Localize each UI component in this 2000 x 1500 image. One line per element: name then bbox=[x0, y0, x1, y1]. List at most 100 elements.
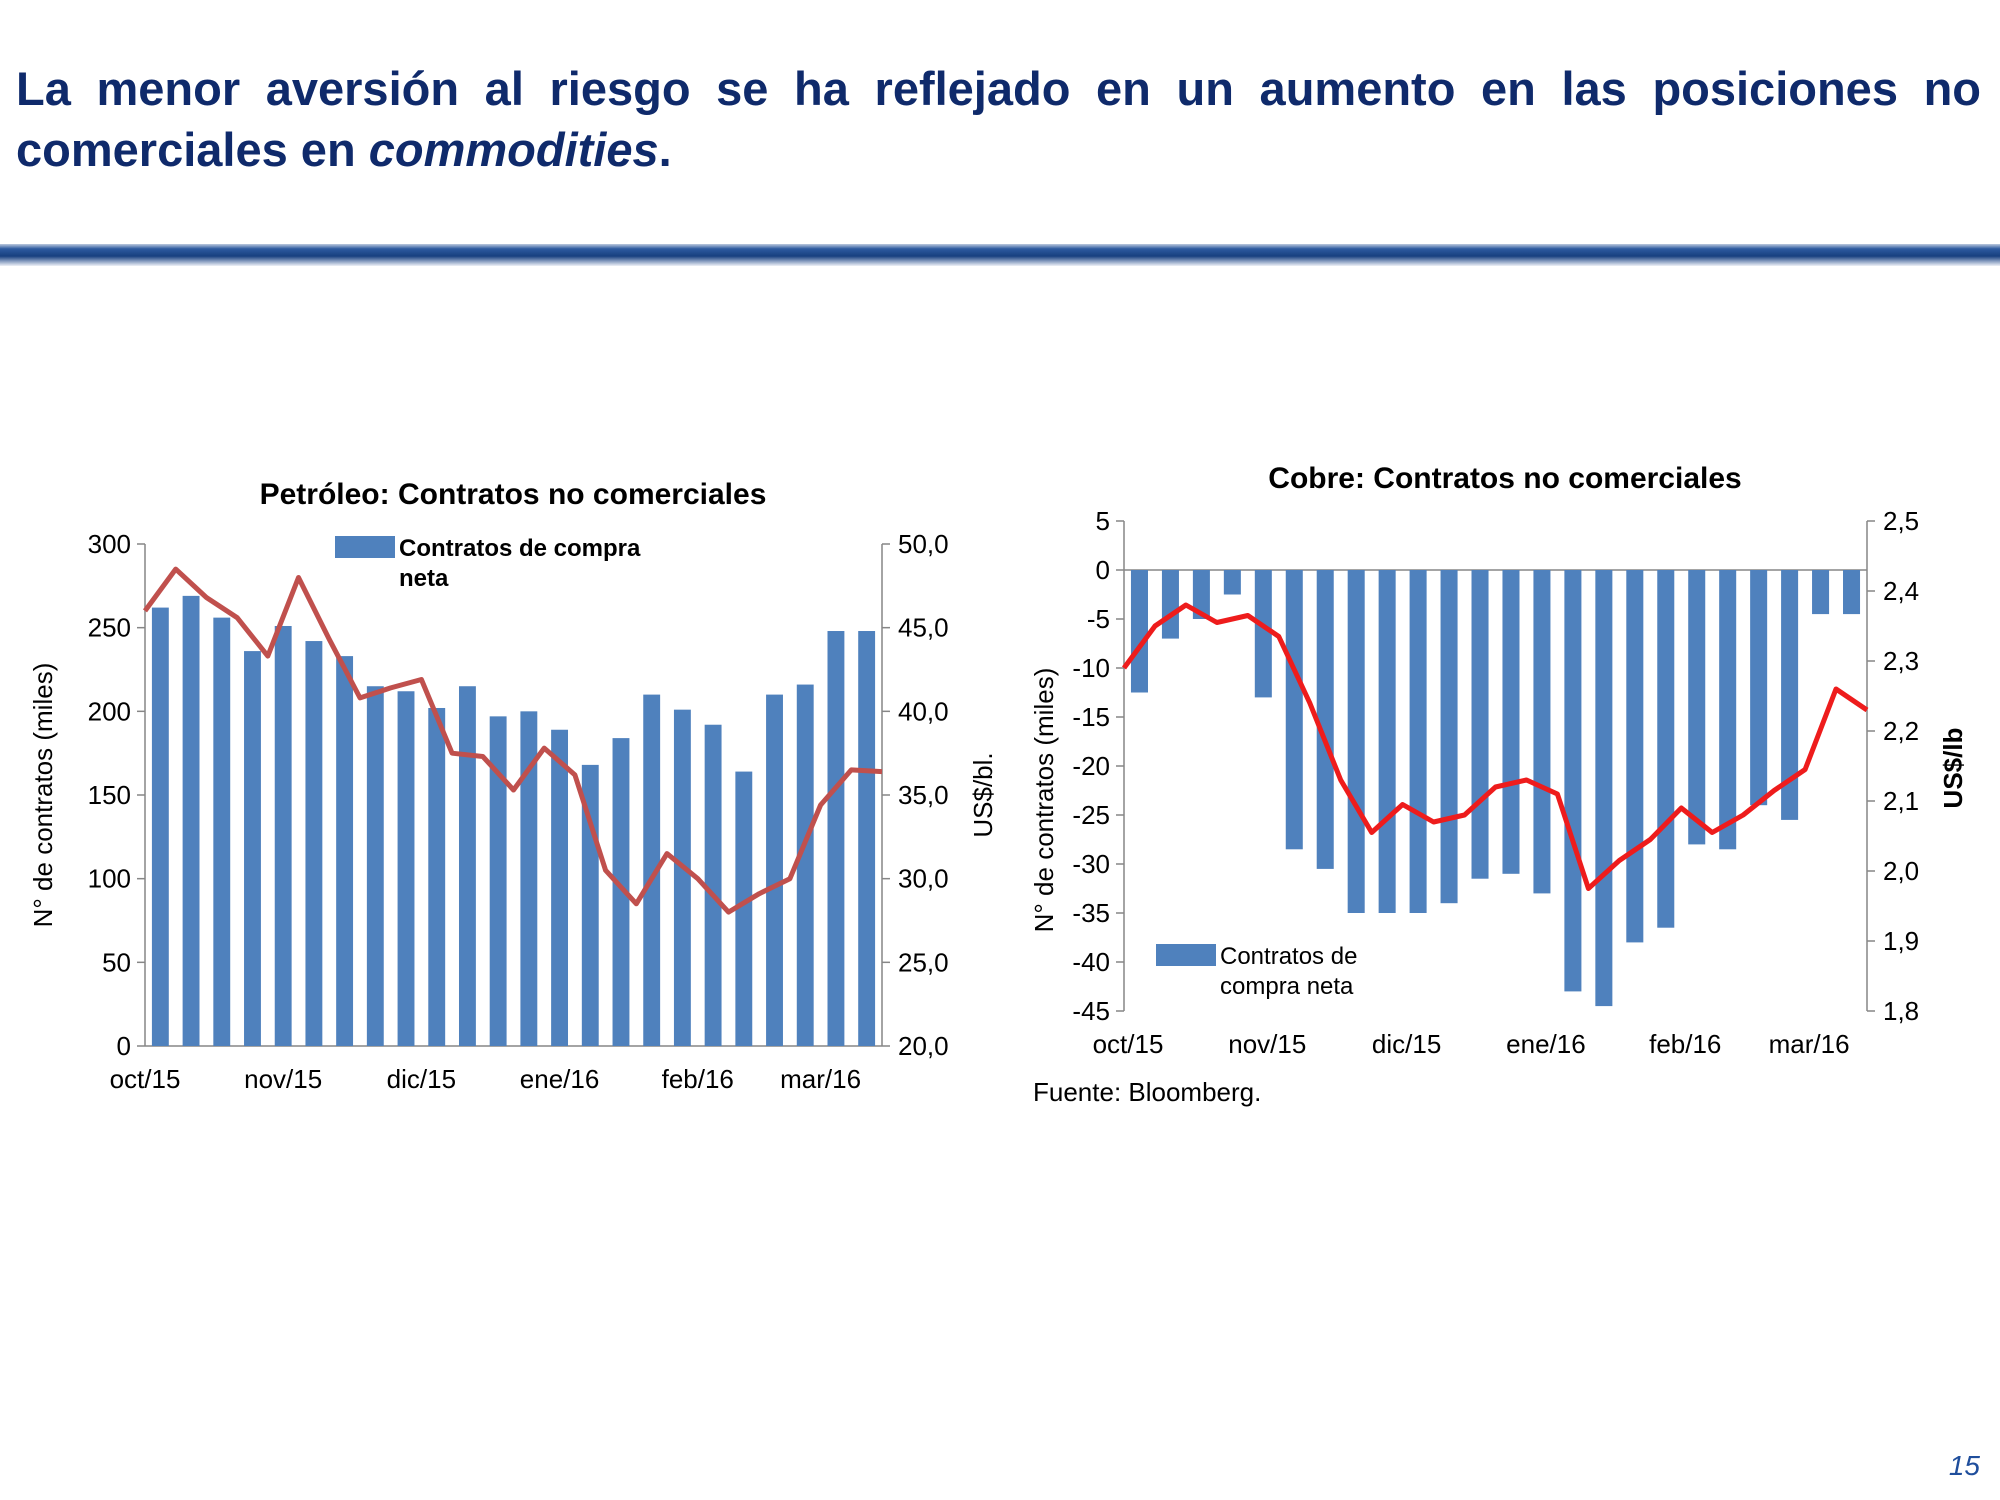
y-tick-label: -30 bbox=[1072, 849, 1110, 879]
bar bbox=[1688, 570, 1706, 845]
y2-tick-label: 20,0 bbox=[898, 1031, 949, 1061]
legend-label: Contratos de compra bbox=[399, 535, 641, 562]
bar bbox=[735, 771, 753, 1046]
page-number: 15 bbox=[1948, 1450, 1980, 1481]
bar bbox=[766, 694, 783, 1046]
y-tick-label: 50 bbox=[102, 947, 131, 977]
x-tick-label: ene/16 bbox=[1506, 1029, 1586, 1059]
title-text-end: . bbox=[658, 123, 672, 176]
bar bbox=[1161, 570, 1179, 639]
bar bbox=[520, 711, 538, 1046]
y-tick-label: -15 bbox=[1072, 702, 1110, 732]
x-tick-label: nov/15 bbox=[1228, 1029, 1306, 1059]
y-tick-label: 200 bbox=[88, 696, 131, 726]
bar bbox=[1595, 570, 1613, 1007]
y-tick-label: 5 bbox=[1096, 506, 1110, 536]
y-tick-label: 100 bbox=[88, 864, 131, 894]
y-tick-label: -45 bbox=[1072, 996, 1110, 1026]
y2-tick-label: 2,1 bbox=[1883, 786, 1919, 816]
x-tick-label: oct/15 bbox=[1093, 1029, 1164, 1059]
y-tick-label: -35 bbox=[1072, 898, 1110, 928]
bar bbox=[428, 707, 446, 1046]
bar bbox=[1812, 570, 1830, 615]
bar bbox=[1719, 570, 1737, 850]
y2-tick-label: 30,0 bbox=[898, 864, 949, 894]
bar bbox=[1378, 570, 1396, 913]
bar bbox=[1192, 570, 1210, 619]
bar bbox=[1130, 570, 1148, 693]
y2-tick-label: 2,5 bbox=[1883, 506, 1919, 536]
y2-tick-label: 50,0 bbox=[898, 529, 949, 559]
y-tick-label: -5 bbox=[1087, 604, 1110, 634]
y-tick-label: -25 bbox=[1072, 800, 1110, 830]
bar bbox=[458, 686, 476, 1046]
y2-tick-label: 2,2 bbox=[1883, 716, 1919, 746]
y2-axis-title: US$/lb bbox=[1938, 728, 1968, 809]
y2-axis-title: US$/bl. bbox=[968, 752, 998, 837]
bar bbox=[151, 607, 169, 1046]
bar bbox=[1223, 570, 1241, 595]
bar bbox=[858, 631, 876, 1046]
bar bbox=[1657, 570, 1675, 928]
y-tick-label: 250 bbox=[88, 613, 131, 643]
y2-tick-label: 35,0 bbox=[898, 780, 949, 810]
x-tick-label: feb/16 bbox=[662, 1064, 734, 1094]
bar bbox=[1316, 570, 1334, 869]
x-tick-label: feb/16 bbox=[1649, 1029, 1721, 1059]
legend-swatch bbox=[335, 536, 395, 558]
bar bbox=[366, 686, 384, 1046]
y-tick-label: 0 bbox=[117, 1031, 131, 1061]
y-tick-label: 0 bbox=[1096, 555, 1110, 585]
bar bbox=[1347, 570, 1365, 913]
y2-tick-label: 25,0 bbox=[898, 947, 949, 977]
source-note: Fuente: Bloomberg. bbox=[1033, 1077, 1261, 1107]
chart-title: Cobre: Contratos no comerciales bbox=[1268, 462, 1741, 495]
x-tick-label: nov/15 bbox=[244, 1064, 322, 1094]
legend-label: Contratos de bbox=[1220, 943, 1357, 970]
y2-tick-label: 1,9 bbox=[1883, 926, 1919, 956]
bar bbox=[397, 691, 415, 1046]
x-tick-label: oct/15 bbox=[110, 1064, 181, 1094]
title-emphasis: commodities bbox=[368, 123, 659, 176]
bar bbox=[305, 641, 323, 1046]
bar bbox=[1626, 570, 1644, 943]
bar bbox=[213, 617, 231, 1046]
title-text-start: La menor aversión al riesgo se ha reflej… bbox=[16, 62, 1981, 176]
x-tick-label: dic/15 bbox=[387, 1064, 456, 1094]
bar bbox=[673, 709, 691, 1046]
x-tick-label: ene/16 bbox=[520, 1064, 600, 1094]
bar bbox=[1564, 570, 1582, 992]
y2-tick-label: 40,0 bbox=[898, 696, 949, 726]
bar bbox=[1440, 570, 1458, 904]
bar bbox=[643, 694, 661, 1046]
y-tick-label: -10 bbox=[1072, 653, 1110, 683]
legend-label: neta bbox=[399, 565, 449, 592]
y-tick-label: -20 bbox=[1072, 751, 1110, 781]
price-line bbox=[1121, 602, 1869, 891]
bar bbox=[274, 625, 292, 1046]
legend-label: compra neta bbox=[1220, 973, 1354, 1000]
bar bbox=[1750, 570, 1768, 806]
y2-tick-label: 45,0 bbox=[898, 613, 949, 643]
bar bbox=[1471, 570, 1489, 879]
bar bbox=[551, 729, 569, 1046]
bar bbox=[336, 656, 354, 1046]
bar bbox=[1533, 570, 1551, 894]
y-axis-title: N° de contratos (miles) bbox=[28, 663, 58, 928]
bar bbox=[1781, 570, 1799, 820]
bar bbox=[612, 738, 630, 1046]
bar bbox=[1409, 570, 1427, 913]
x-tick-label: mar/16 bbox=[780, 1064, 861, 1094]
y2-tick-label: 2,0 bbox=[1883, 856, 1919, 886]
x-tick-label: dic/15 bbox=[1372, 1029, 1441, 1059]
chart-title: Petróleo: Contratos no comerciales bbox=[260, 478, 767, 511]
bar bbox=[796, 684, 814, 1046]
y2-tick-label: 2,4 bbox=[1883, 576, 1919, 606]
y2-tick-label: 1,8 bbox=[1883, 996, 1919, 1026]
bar bbox=[489, 716, 507, 1046]
bar bbox=[1843, 570, 1861, 615]
slide-title: La menor aversión al riesgo se ha reflej… bbox=[16, 58, 1981, 180]
title-divider bbox=[0, 244, 2000, 266]
